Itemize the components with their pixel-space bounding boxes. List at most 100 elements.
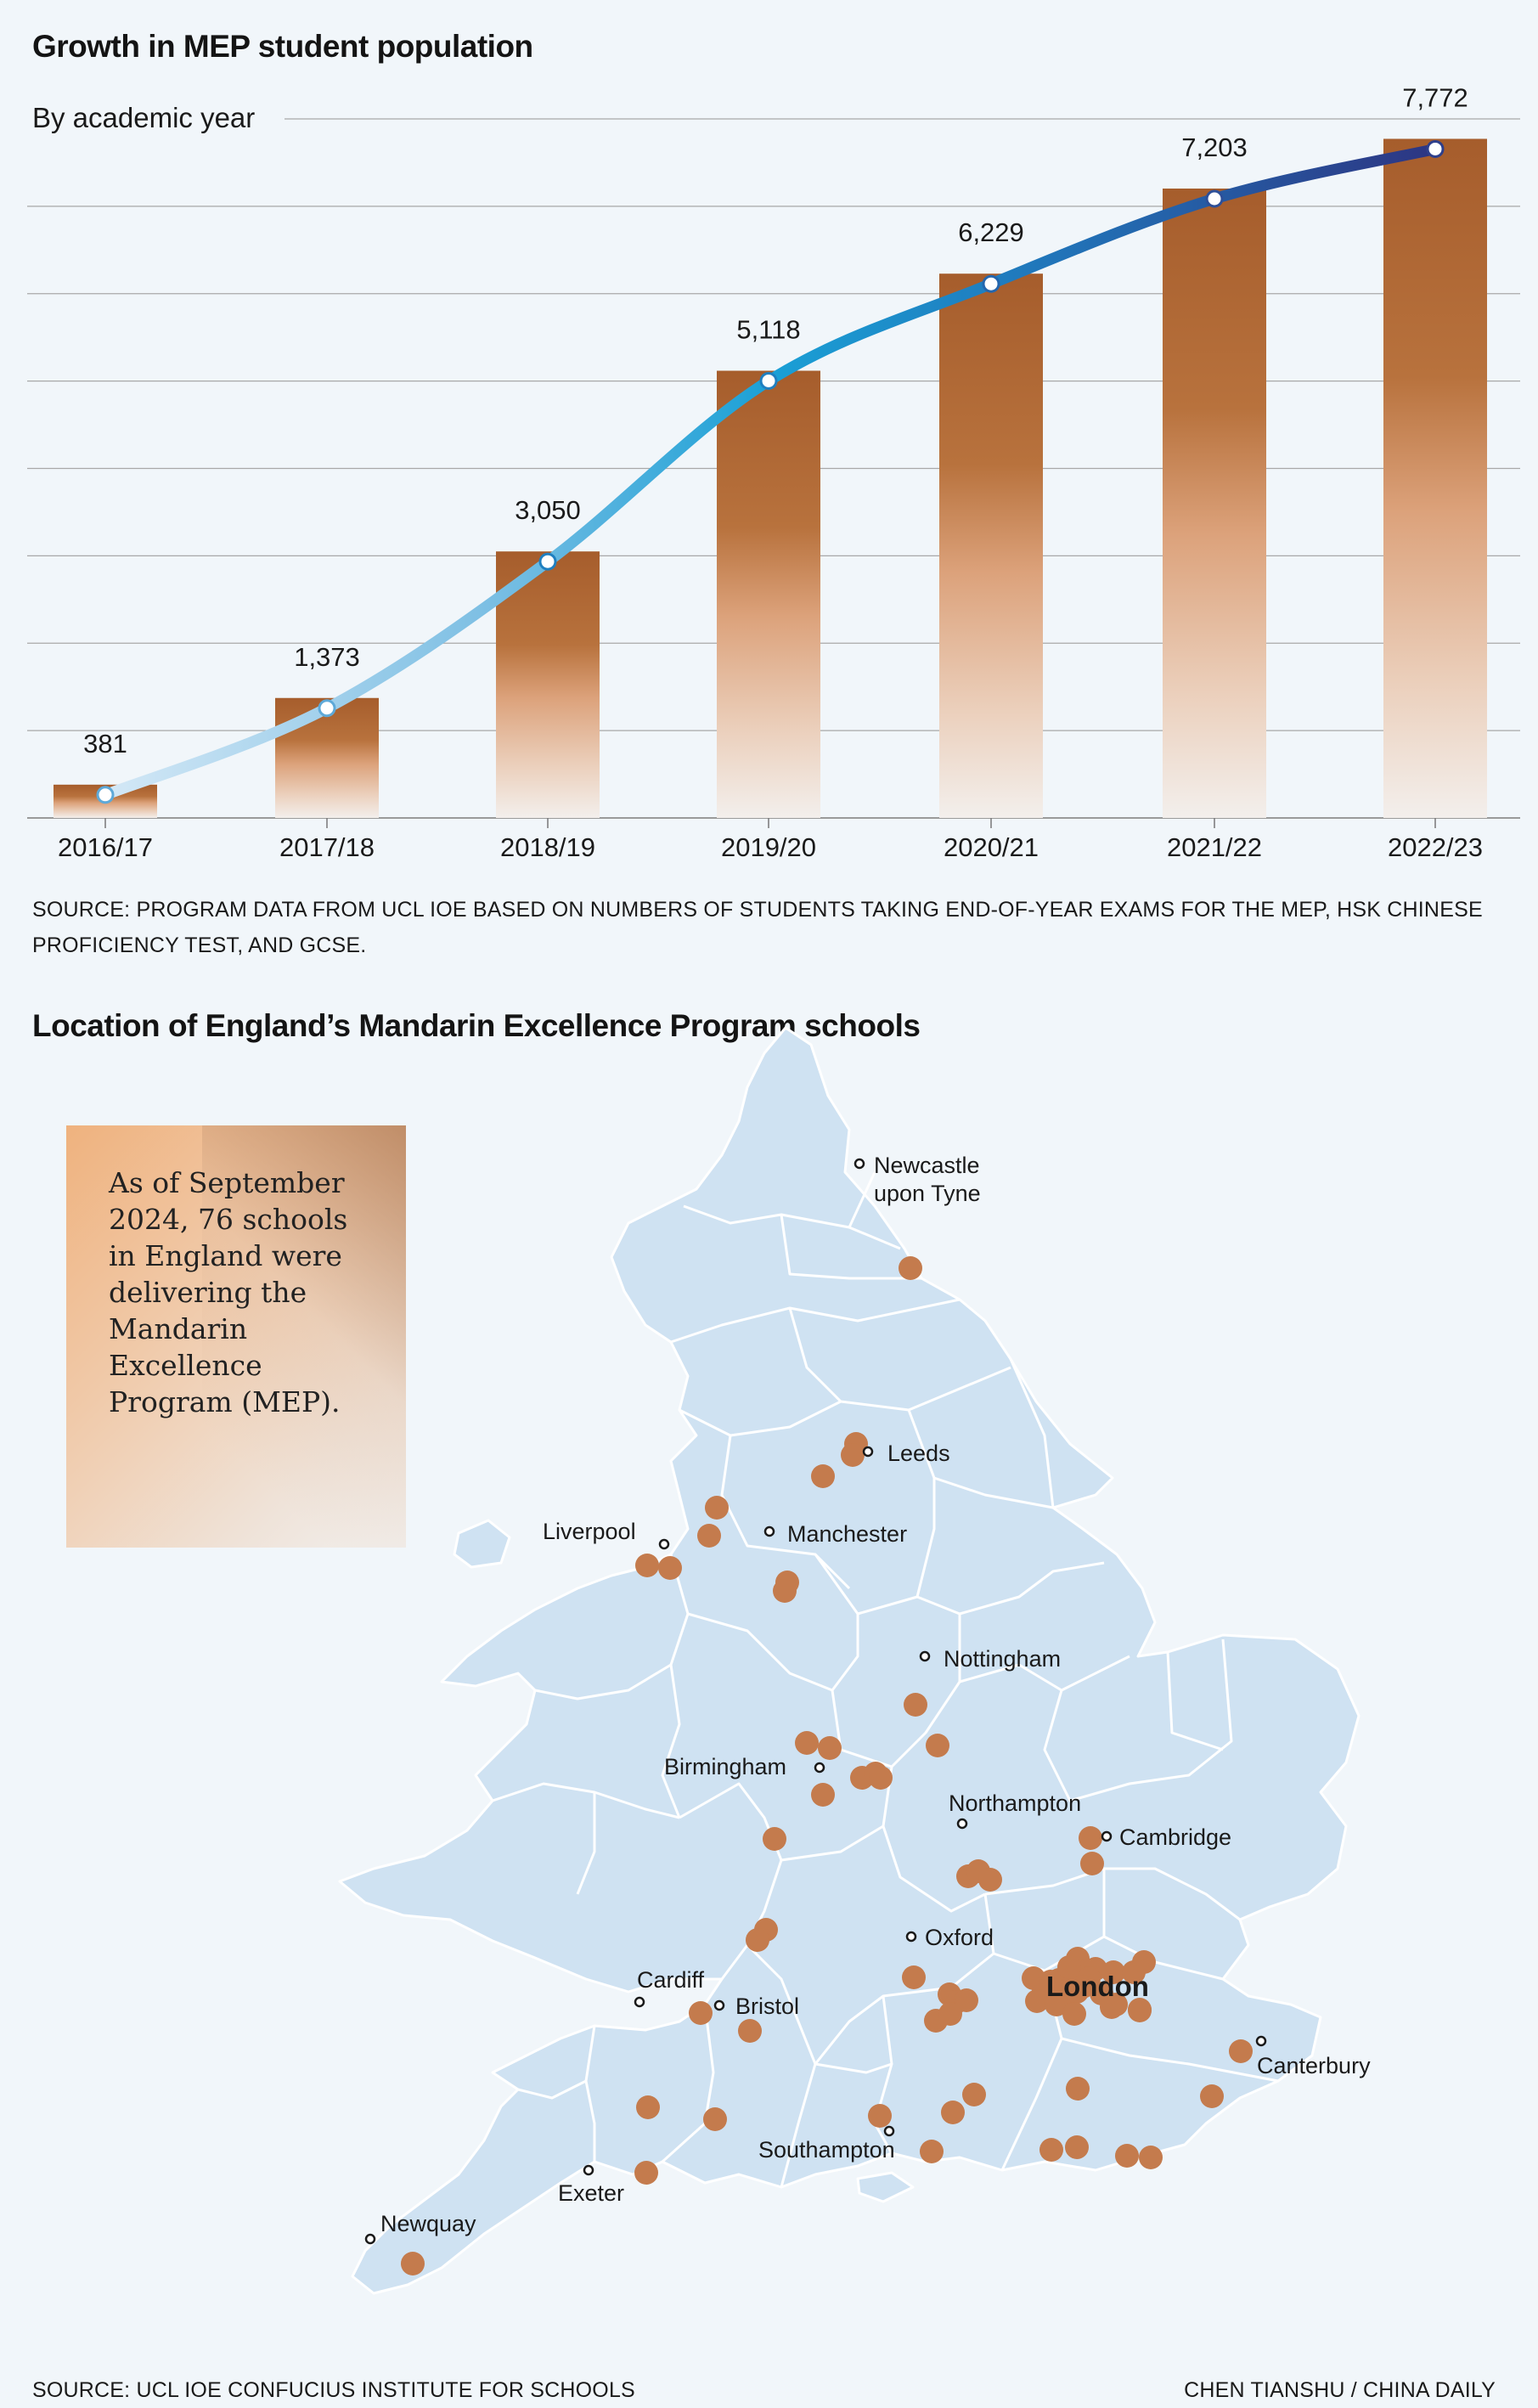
x-label-2017/18: 2017/18	[279, 832, 375, 862]
value-label-2018/19: 3,050	[515, 495, 581, 525]
school-dot	[920, 2140, 944, 2163]
value-label-2016/17: 381	[83, 729, 127, 758]
city-label-liverpool: Liverpool	[543, 1519, 636, 1544]
city-marker-cardiff	[634, 1996, 645, 2008]
school-dot	[1071, 1975, 1095, 1999]
value-label-2021/22: 7,203	[1181, 133, 1248, 162]
england-map: Newcastle upon Tyne Leeds Manchester Liv…	[338, 1026, 1371, 2295]
school-dot	[746, 1928, 769, 1952]
school-dot	[926, 1734, 949, 1757]
school-dot	[1025, 1989, 1049, 2013]
school-dot	[1079, 1826, 1102, 1850]
school-dot	[841, 1443, 865, 1467]
school-dot	[1066, 2077, 1090, 2101]
city-label-newquay: Newquay	[380, 2211, 476, 2236]
school-dot	[658, 1556, 682, 1580]
city-label-newcastle: Newcastle	[874, 1153, 980, 1178]
city-marker-birmingham	[814, 1762, 825, 1774]
city-marker-nottingham	[919, 1650, 931, 1662]
school-dot	[904, 1693, 927, 1717]
city-label-northampton: Northampton	[949, 1790, 1081, 1816]
school-dot	[763, 1827, 786, 1851]
value-label-2020/21: 6,229	[958, 217, 1024, 247]
school-dot	[1039, 2138, 1063, 2162]
school-dot	[902, 1965, 926, 1989]
value-label-2019/20: 5,118	[736, 314, 800, 344]
city-marker-oxford	[905, 1931, 917, 1943]
city-marker-liverpool	[658, 1538, 670, 1550]
school-dot	[938, 2002, 962, 2026]
school-dot	[811, 1464, 835, 1488]
city-label-oxford: Oxford	[925, 1925, 994, 1950]
school-dot	[1080, 1852, 1104, 1875]
city-label-canterbury: Canterbury	[1257, 2053, 1371, 2078]
bar-2022/23	[1383, 138, 1487, 818]
point-2016/17	[96, 786, 115, 804]
school-dot	[1122, 1960, 1146, 1984]
map-title: Location of England’s Mandarin Excellenc…	[32, 1008, 921, 1043]
city-label-birmingham: Birmingham	[664, 1754, 786, 1779]
school-dot	[1139, 2146, 1163, 2169]
school-dot	[899, 1256, 922, 1280]
school-dot	[773, 1579, 797, 1603]
school-dot	[1045, 1993, 1068, 2016]
footer-credit: CHEN TIANSHU / CHINA DAILY	[1184, 2378, 1496, 2402]
city-marker-northampton	[956, 1818, 968, 1830]
value-label-2017/18: 1,373	[294, 642, 360, 672]
school-dot	[818, 1736, 842, 1760]
school-dot	[941, 2101, 965, 2124]
school-dot	[1200, 2084, 1224, 2108]
city-label-cardiff: Cardiff	[637, 1967, 705, 1993]
trend-points	[96, 139, 1445, 804]
chart-subtitle: By academic year	[32, 102, 255, 133]
city-marker-newcastle	[854, 1158, 865, 1170]
footer-source: SOURCE: UCL IOE CONFUCIUS INSTITUTE FOR …	[32, 2378, 635, 2402]
point-2022/23	[1426, 139, 1445, 158]
value-label-2022/23: 7,772	[1402, 82, 1468, 112]
callout-text: As of September 2024, 76 schools in Engl…	[109, 1166, 348, 1418]
city-label-bristol: Bristol	[735, 1994, 799, 2019]
city-marker-southampton	[883, 2125, 895, 2137]
city-marker-manchester	[763, 1525, 775, 1537]
school-dot	[962, 2083, 986, 2106]
school-dot	[705, 1496, 729, 1520]
school-dot	[955, 1988, 978, 2012]
city-labels: Newcastle upon Tyne Leeds Manchester Liv…	[380, 1153, 1371, 2236]
city-label-exeter: Exeter	[558, 2180, 624, 2206]
school-dot	[1039, 1970, 1062, 1994]
school-dot	[401, 2252, 425, 2275]
school-dot	[738, 2019, 762, 2043]
school-dot	[1057, 1955, 1081, 1979]
school-dot	[1229, 2039, 1253, 2063]
city-label-leeds: Leeds	[887, 1441, 950, 1466]
bar-2019/20	[717, 370, 820, 819]
x-label-2018/19: 2018/19	[500, 832, 595, 862]
school-dot	[869, 1766, 893, 1790]
city-marker-bristol	[713, 1999, 725, 2011]
city-marker-leeds	[862, 1446, 874, 1458]
school-dot	[868, 2104, 892, 2128]
school-dot	[634, 2161, 658, 2185]
city-label-cambridge: Cambridge	[1119, 1824, 1231, 1850]
callout-box: As of September 2024, 76 schools in Engl…	[66, 1125, 406, 1548]
point-2020/21	[982, 274, 1000, 293]
bar-2018/19	[496, 551, 600, 818]
school-dot	[1115, 2144, 1139, 2168]
school-dot	[1062, 2002, 1086, 2026]
county-boundaries	[492, 1171, 1279, 2188]
x-label-2021/22: 2021/22	[1167, 832, 1262, 862]
school-dot	[795, 1731, 819, 1755]
x-tick-labels: 2016/17 2017/18 2018/19 2019/20 2020/21 2021/…	[58, 818, 1483, 862]
city-label-nottingham: Nottingham	[944, 1646, 1061, 1672]
chart-title: Growth in MEP student population	[32, 29, 533, 64]
bar-2020/21	[939, 274, 1043, 818]
school-dot	[1065, 2135, 1089, 2159]
city-marker-canterbury	[1255, 2035, 1267, 2047]
school-dot	[978, 1868, 1002, 1892]
point-2019/20	[759, 371, 778, 390]
bar-2021/22	[1163, 188, 1266, 818]
school-dot	[1100, 1995, 1124, 2019]
x-label-2016/17: 2016/17	[58, 832, 153, 862]
school-dots	[401, 1256, 1253, 2275]
school-dot	[1101, 1960, 1125, 1984]
